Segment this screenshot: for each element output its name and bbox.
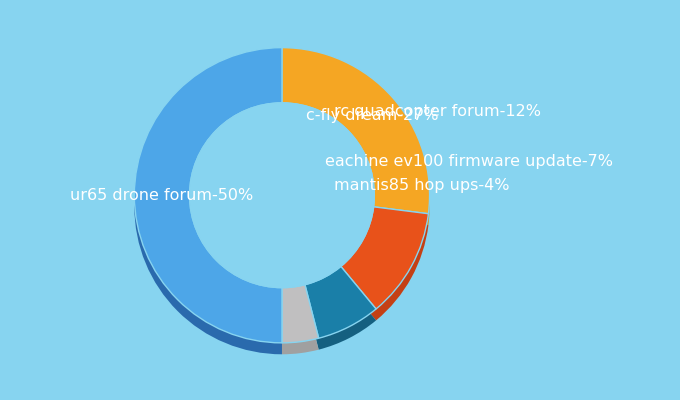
Text: mantis85 hop ups-4%: mantis85 hop ups-4% xyxy=(335,178,510,193)
Text: rc quadcopter forum-12%: rc quadcopter forum-12% xyxy=(335,104,541,119)
Text: eachine ev100 firmware update-7%: eachine ev100 firmware update-7% xyxy=(325,154,613,170)
Wedge shape xyxy=(305,266,376,338)
Wedge shape xyxy=(135,59,282,354)
Wedge shape xyxy=(282,285,319,343)
Wedge shape xyxy=(282,296,319,354)
Wedge shape xyxy=(341,218,428,320)
Wedge shape xyxy=(135,48,282,343)
Circle shape xyxy=(190,103,375,288)
Wedge shape xyxy=(305,278,376,350)
Text: c-fly dream-27%: c-fly dream-27% xyxy=(306,108,438,123)
Wedge shape xyxy=(282,59,430,225)
Text: ur65 drone forum-50%: ur65 drone forum-50% xyxy=(70,188,254,203)
Wedge shape xyxy=(341,207,428,309)
Wedge shape xyxy=(282,48,430,214)
